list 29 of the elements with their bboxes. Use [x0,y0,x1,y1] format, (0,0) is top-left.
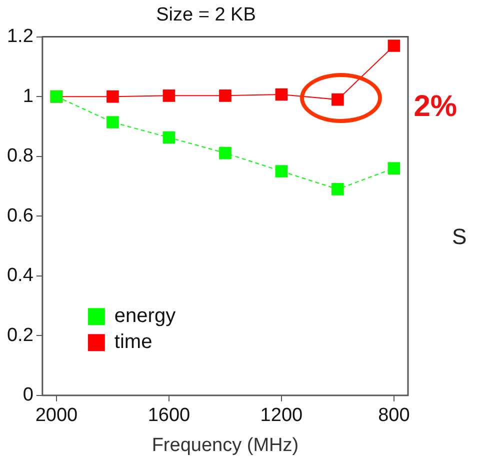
y-tick-label: 0.6 [6,205,34,226]
legend-label: energy [114,305,176,328]
point [219,146,232,160]
y-tick-label: 0.8 [6,146,34,167]
point [106,116,119,128]
annotation: 2% [414,90,458,123]
point [162,131,176,144]
point [162,90,176,102]
y-tick-label: 0.2 [6,324,34,346]
point [106,90,119,103]
point [275,165,288,178]
y-tick-label: 1 [22,86,34,107]
x-axis-title: Frequency (MHz) [152,434,299,456]
point [275,88,288,101]
point [388,40,400,52]
x-tick-label: 1200 [260,405,303,426]
point [332,183,344,196]
x-tick-label: 800 [378,405,410,426]
x-tick-label: 1600 [148,405,190,426]
legend-label: time [114,331,152,354]
point [332,93,344,106]
y-tick-label: 0 [22,384,34,406]
y-tick-label: 1.2 [6,26,34,48]
chart-title: Size = 2 KB [156,4,256,26]
y-tick-label: 0.4 [6,265,34,286]
point [388,162,400,174]
text: S [452,224,467,250]
x-tick-label: 2000 [35,405,78,426]
point [219,90,232,102]
